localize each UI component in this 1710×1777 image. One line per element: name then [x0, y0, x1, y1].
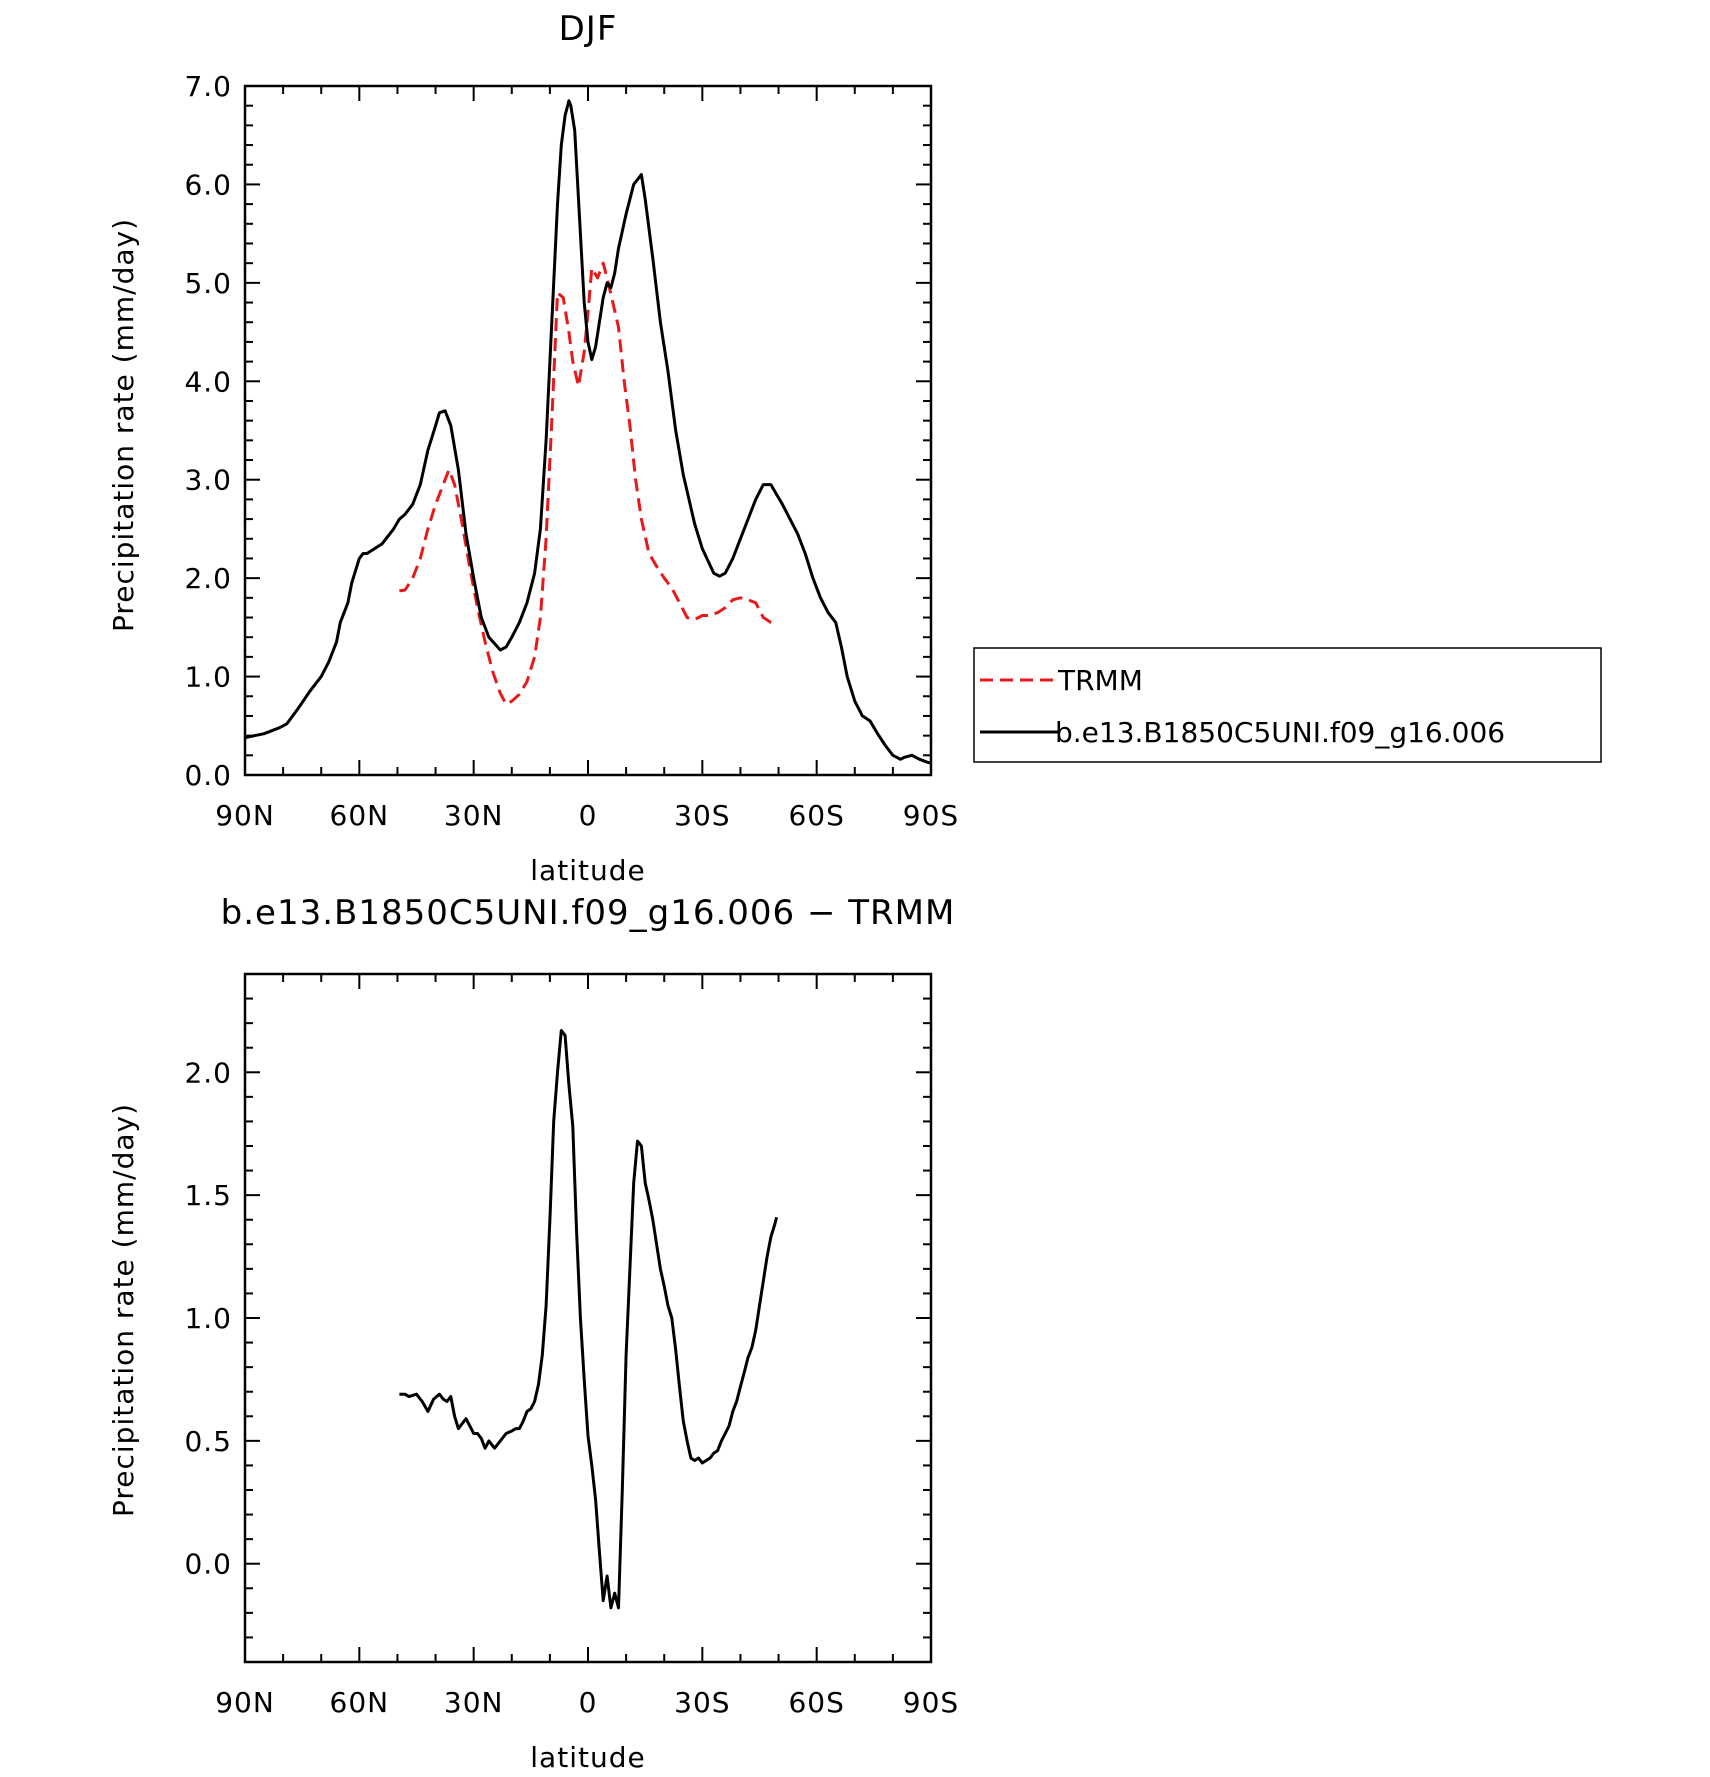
x-tick-label: 90S — [903, 799, 959, 832]
y-tick-label: 5.0 — [184, 267, 232, 300]
y-tick-label: 4.0 — [184, 365, 232, 398]
x-axis-label: latitude — [530, 854, 645, 887]
x-tick-label: 0 — [579, 799, 598, 832]
y-axis-label: Precipitation rate (mm/day) — [107, 218, 140, 632]
x-tick-label: 90N — [215, 1686, 275, 1719]
series-lines — [244, 99, 932, 765]
x-tick-label: 0 — [579, 1686, 598, 1719]
y-tick-label: 1.0 — [184, 661, 232, 694]
y-axis-label: Precipitation rate (mm/day) — [107, 1103, 140, 1517]
legend-label-model: b.e13.B1850C5UNI.f09_g16.006 — [1055, 716, 1505, 749]
legend-box — [973, 647, 1602, 763]
series-lines — [399, 1029, 779, 1610]
x-tick-label: 60N — [330, 799, 390, 832]
x-tick-label: 90S — [903, 1686, 959, 1719]
legend: TRMM b.e13.B1850C5UNI.f09_g16.006 — [973, 647, 1602, 763]
y-tick-label: 7.0 — [184, 70, 232, 103]
series-line-0 — [399, 1029, 779, 1610]
x-tick-label: 60S — [788, 1686, 844, 1719]
x-tick-label: 90N — [215, 799, 275, 832]
axis-ticks: 90N 60N 30N 0 30S 60S 90S 0.0 1.0 2.0 3.0 4.0 5.0 6.0… — [184, 70, 959, 832]
panel-title-difference: b.e13.B1850C5UNI.f09_g16.006 − TRMM — [221, 893, 956, 933]
y-tick-label: 1.0 — [184, 1302, 232, 1335]
y-tick-label: 1.5 — [184, 1179, 232, 1212]
x-tick-label: 30S — [674, 799, 730, 832]
y-tick-label: 0.5 — [184, 1425, 232, 1458]
y-tick-label: 2.0 — [184, 1056, 232, 1089]
y-tick-label: 6.0 — [184, 168, 232, 201]
x-tick-label: 60N — [330, 1686, 390, 1719]
series-line-1 — [244, 99, 932, 765]
axis-ticks: 90N 60N 30N 0 30S 60S 90S 0.0 0.5 1.0 1.5 2.0 — [184, 973, 959, 1719]
precipitation-panel: DJF Precipitation rate (mm/day) latitude… — [107, 9, 959, 887]
difference-panel: b.e13.B1850C5UNI.f09_g16.006 − TRMM Prec… — [107, 893, 959, 1774]
plot-frame — [243, 84, 933, 777]
plot-frame — [243, 972, 933, 1664]
x-tick-label: 30N — [444, 1686, 504, 1719]
y-tick-label: 3.0 — [184, 464, 232, 497]
x-tick-label: 30S — [674, 1686, 730, 1719]
y-tick-label: 0.0 — [184, 759, 232, 792]
y-tick-label: 0.0 — [184, 1548, 232, 1581]
x-tick-label: 60S — [788, 799, 844, 832]
panel-title-djf: DJF — [559, 9, 618, 49]
x-tick-label: 30N — [444, 799, 504, 832]
x-axis-label: latitude — [530, 1741, 645, 1774]
y-tick-label: 2.0 — [184, 562, 232, 595]
legend-label-trmm: TRMM — [1057, 664, 1143, 697]
